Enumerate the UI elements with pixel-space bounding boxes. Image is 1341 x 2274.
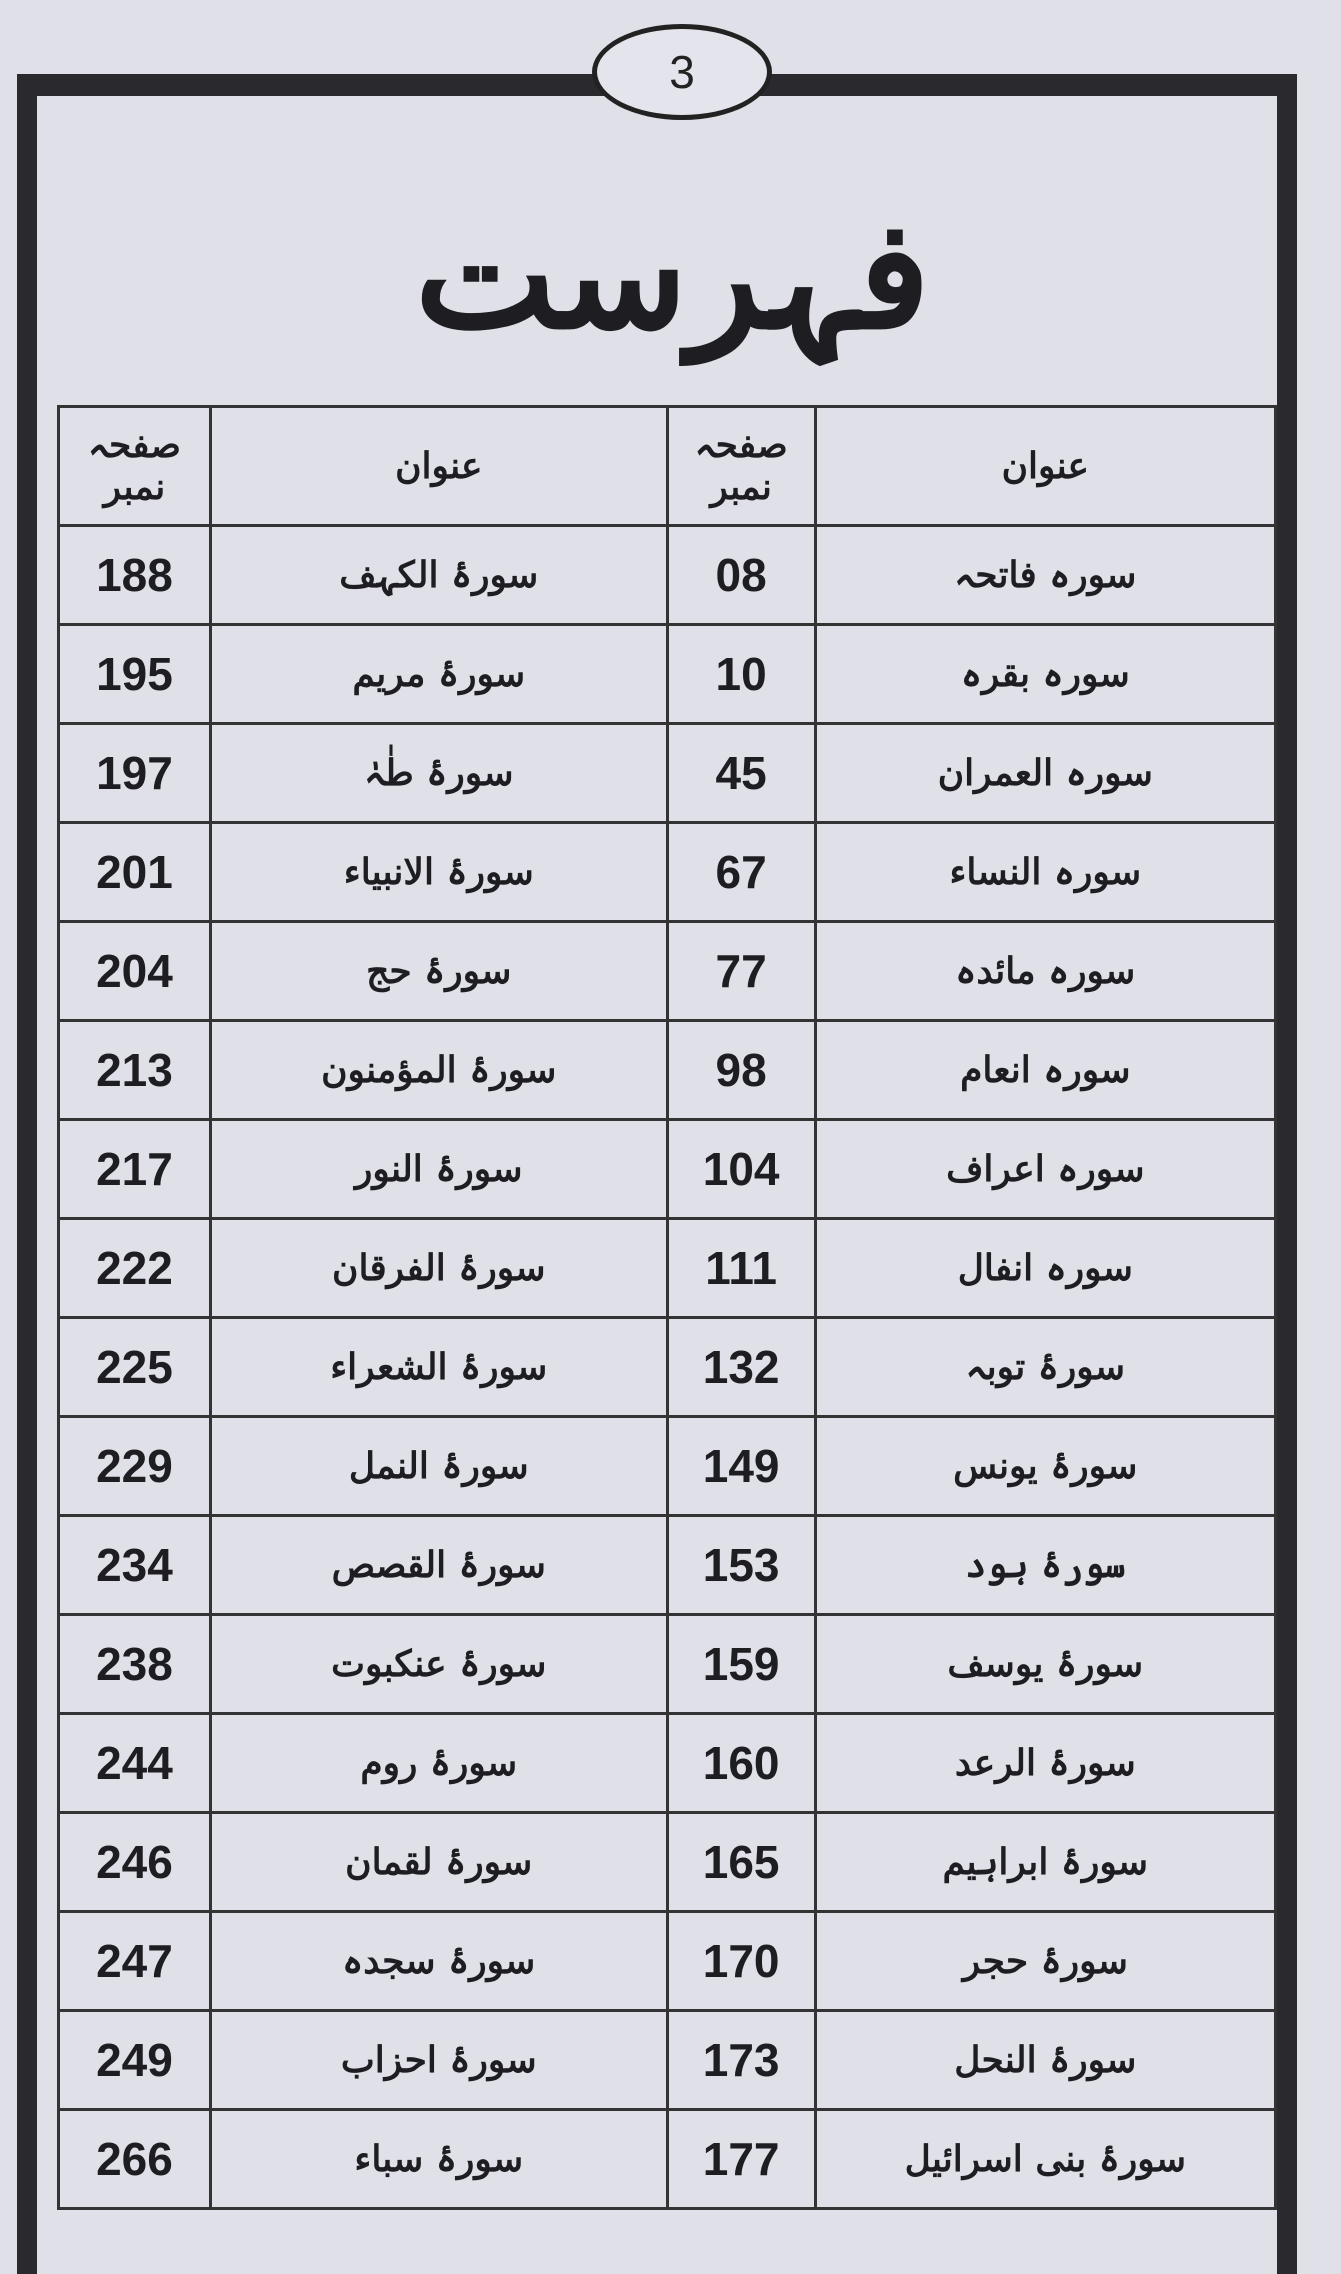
header-title-left: عنوان [208, 405, 669, 527]
left-surah-title: سورۂ الانبیاء [208, 821, 669, 923]
left-surah-title: سورۂ طٰہٰ [208, 722, 669, 824]
right-page-number: 153 [665, 1514, 817, 1616]
right-page-number: 132 [665, 1316, 817, 1418]
left-surah-title: سورۂ المؤمنون [208, 1019, 669, 1121]
header-row: صفحہ نمبر عنوان صفحہ نمبر عنوان [57, 405, 1278, 527]
right-page-number: 98 [665, 1019, 817, 1121]
left-surah-title: سورۂ النور [208, 1118, 669, 1220]
right-surah-title: سورۂ النحل [813, 2009, 1278, 2111]
right-page-number: 77 [665, 920, 817, 1022]
page-frame [17, 74, 1297, 2274]
right-surah-title: سورہ العمران [813, 722, 1278, 824]
right-page-number: 104 [665, 1118, 817, 1220]
left-page-number: 222 [57, 1217, 212, 1319]
left-page-number: 197 [57, 722, 212, 824]
right-page-number: 159 [665, 1613, 817, 1715]
right-surah-title: سورۂ توبہ [813, 1316, 1278, 1418]
header-page-left: صفحہ نمبر [57, 405, 212, 527]
left-page-number: 204 [57, 920, 212, 1022]
header-page-right: صفحہ نمبر [665, 405, 817, 527]
table-row: 247 سورۂ سجدہ 170 سورۂ حجر [57, 1910, 1278, 2012]
left-surah-title: سورۂ الفرقان [208, 1217, 669, 1319]
right-page-number: 177 [665, 2108, 817, 2210]
left-surah-title: سورۂ لقمان [208, 1811, 669, 1913]
page-number: 3 [592, 24, 772, 120]
left-page-number: 225 [57, 1316, 212, 1418]
table-row: 222 سورۂ الفرقان 111 سورہ انفال [57, 1217, 1278, 1319]
left-surah-title: سورۂ سباء [208, 2108, 669, 2210]
right-page-number: 67 [665, 821, 817, 923]
left-surah-title: سورۂ احزاب [208, 2009, 669, 2111]
right-surah-title: سورۂ یونس [813, 1415, 1278, 1517]
right-surah-title: سورۂ ابراہیم [813, 1811, 1278, 1913]
left-page-number: 247 [57, 1910, 212, 2012]
left-page-number: 213 [57, 1019, 212, 1121]
contents-table: صفحہ نمبر عنوان صفحہ نمبر عنوان 188 سورۂ … [57, 405, 1278, 2210]
right-surah-title: سورۂ ہود [813, 1514, 1278, 1616]
left-surah-title: سورۂ روم [208, 1712, 669, 1814]
table-row: 204 سورۂ حج 77 سورہ مائدہ [57, 920, 1278, 1022]
right-surah-title: سورۂ بنی اسرائیل [813, 2108, 1278, 2210]
left-surah-title: سورۂ الشعراء [208, 1316, 669, 1418]
left-page-number: 249 [57, 2009, 212, 2111]
left-surah-title: سورۂ حج [208, 920, 669, 1022]
right-surah-title: سورہ بقرہ [813, 623, 1278, 725]
left-page-number: 229 [57, 1415, 212, 1517]
right-page-number: 111 [665, 1217, 817, 1319]
table-row: 201 سورۂ الانبیاء 67 سورہ النساء [57, 821, 1278, 923]
table-row: 188 سورۂ الکہف 08 سورہ فاتحہ [57, 524, 1278, 626]
left-page-number: 266 [57, 2108, 212, 2210]
right-surah-title: سورہ فاتحہ [813, 524, 1278, 626]
header-title-right: عنوان [813, 405, 1278, 527]
left-surah-title: سورۂ عنکبوت [208, 1613, 669, 1715]
left-surah-title: سورۂ سجدہ [208, 1910, 669, 2012]
left-page-number: 246 [57, 1811, 212, 1913]
left-surah-title: سورۂ مریم [208, 623, 669, 725]
left-page-number: 195 [57, 623, 212, 725]
left-page-number: 217 [57, 1118, 212, 1220]
right-surah-title: سورۂ الرعد [813, 1712, 1278, 1814]
table-row: 246 سورۂ لقمان 165 سورۂ ابراہیم [57, 1811, 1278, 1913]
right-surah-title: سورۂ یوسف [813, 1613, 1278, 1715]
right-surah-title: سورہ انفال [813, 1217, 1278, 1319]
table-row: 244 سورۂ روم 160 سورۂ الرعد [57, 1712, 1278, 1814]
left-page-number: 201 [57, 821, 212, 923]
right-surah-title: سورہ مائدہ [813, 920, 1278, 1022]
table-row: 249 سورۂ احزاب 173 سورۂ النحل [57, 2009, 1278, 2111]
table-row: 266 سورۂ سباء 177 سورۂ بنی اسرائیل [57, 2108, 1278, 2210]
right-surah-title: سورہ النساء [813, 821, 1278, 923]
right-page-number: 160 [665, 1712, 817, 1814]
left-page-number: 234 [57, 1514, 212, 1616]
table-row: 213 سورۂ المؤمنون 98 سورہ انعام [57, 1019, 1278, 1121]
left-page-number: 238 [57, 1613, 212, 1715]
right-page-number: 149 [665, 1415, 817, 1517]
table-row: 229 سورۂ النمل 149 سورۂ یونس [57, 1415, 1278, 1517]
right-page-number: 170 [665, 1910, 817, 2012]
table-row: 195 سورۂ مریم 10 سورہ بقرہ [57, 623, 1278, 725]
left-page-number: 244 [57, 1712, 212, 1814]
right-surah-title: سورۂ حجر [813, 1910, 1278, 2012]
table-row: 197 سورۂ طٰہٰ 45 سورہ العمران [57, 722, 1278, 824]
right-page-number: 08 [665, 524, 817, 626]
table-row: 225 سورۂ الشعراء 132 سورۂ توبہ [57, 1316, 1278, 1418]
right-surah-title: سورہ اعراف [813, 1118, 1278, 1220]
right-page-number: 10 [665, 623, 817, 725]
table-row: 217 سورۂ النور 104 سورہ اعراف [57, 1118, 1278, 1220]
right-page-number: 165 [665, 1811, 817, 1913]
left-surah-title: سورۂ الکہف [208, 524, 669, 626]
table-row: 238 سورۂ عنکبوت 159 سورۂ یوسف [57, 1613, 1278, 1715]
right-page-number: 45 [665, 722, 817, 824]
left-surah-title: سورۂ النمل [208, 1415, 669, 1517]
right-page-number: 173 [665, 2009, 817, 2111]
right-surah-title: سورہ انعام [813, 1019, 1278, 1121]
table-row: 234 سورۂ القصص 153 سورۂ ہود [57, 1514, 1278, 1616]
left-page-number: 188 [57, 524, 212, 626]
page-title: فہرست [414, 187, 930, 363]
left-surah-title: سورۂ القصص [208, 1514, 669, 1616]
